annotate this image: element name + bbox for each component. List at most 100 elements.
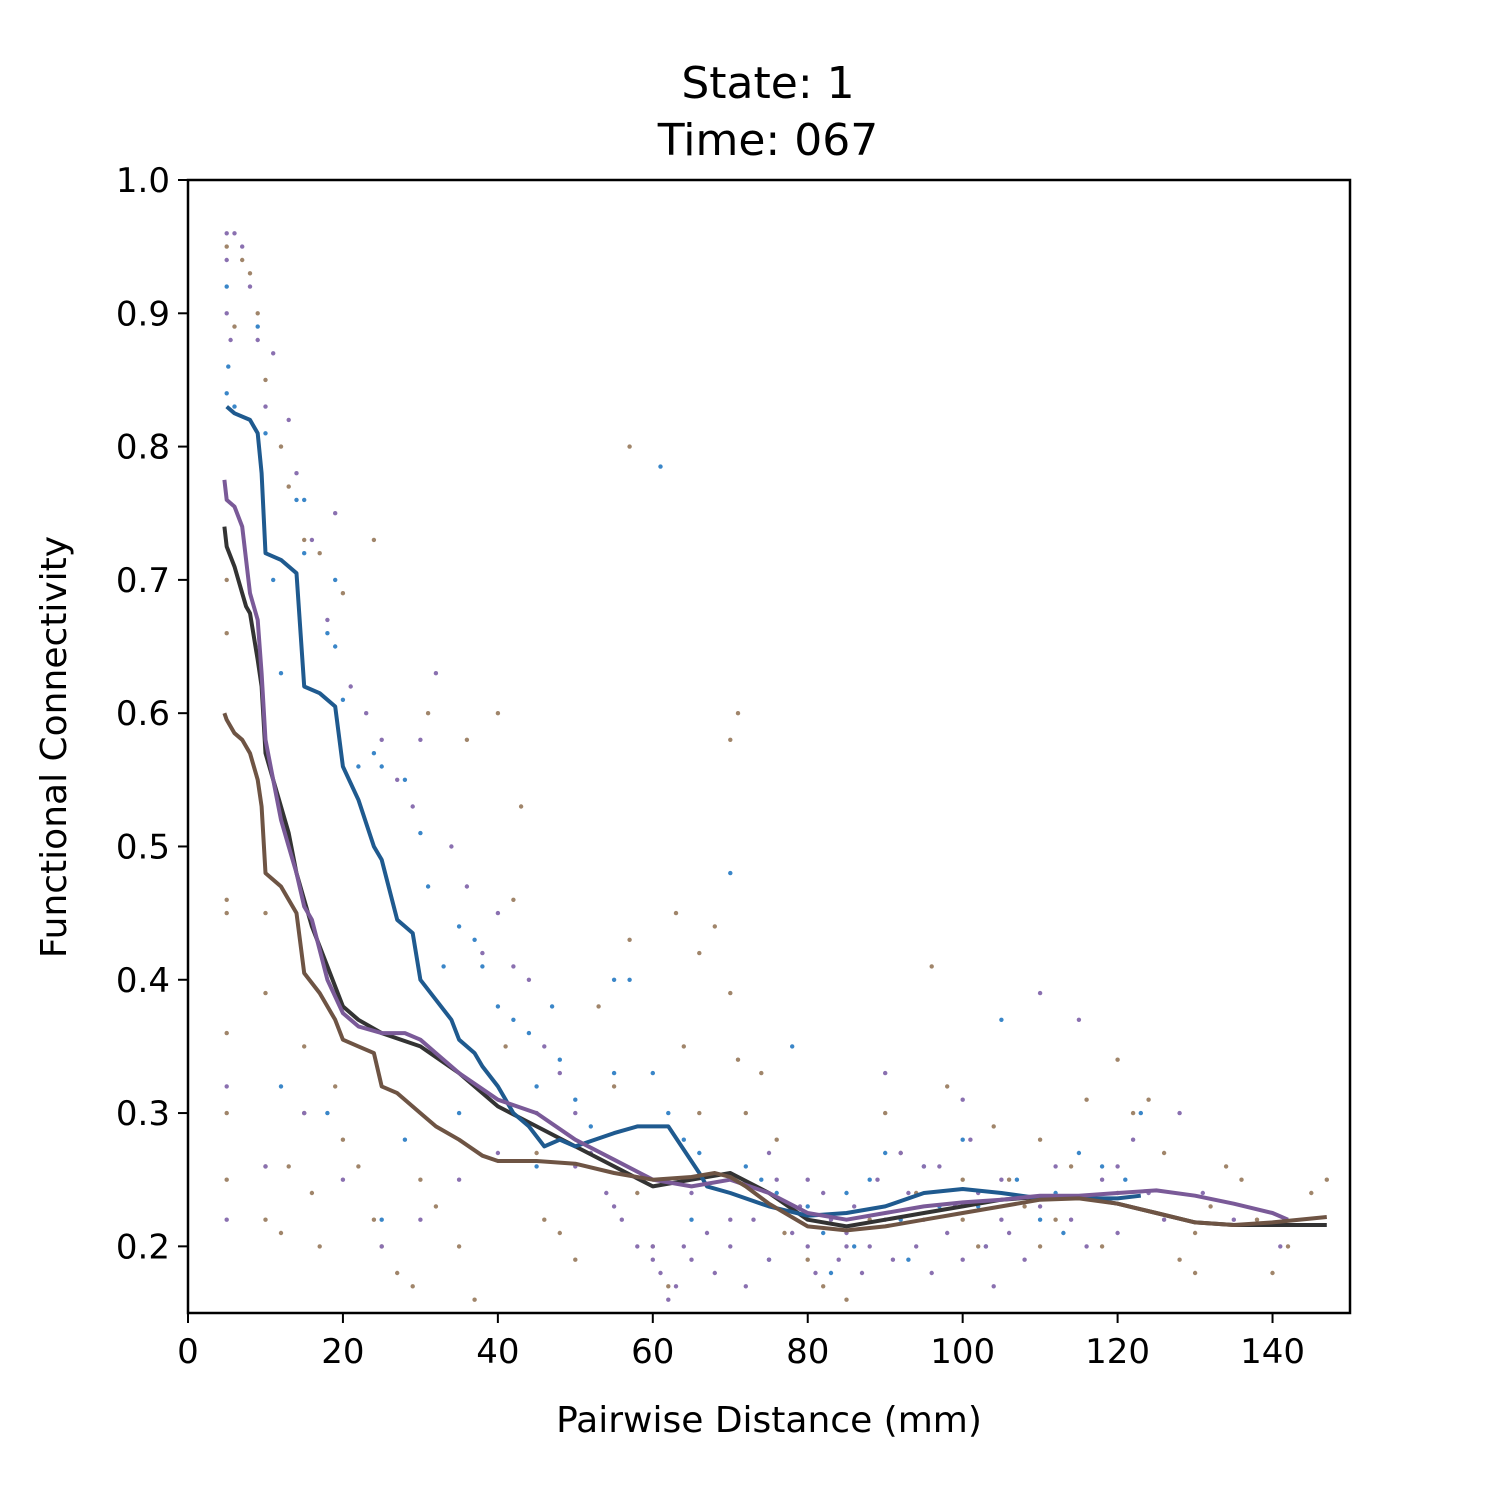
scatter-point-0-46 — [821, 1230, 826, 1236]
scatter-point-2-29 — [557, 1070, 562, 1076]
scatter-point-2-16 — [364, 711, 369, 716]
scatter-point-1-100 — [511, 897, 516, 902]
scatter-point-2-108 — [844, 1244, 849, 1249]
scatter-point-0-16 — [371, 751, 377, 756]
scatter-point-2-80 — [1068, 1217, 1074, 1222]
scatter-point-2-18 — [395, 777, 400, 782]
scatter-point-1-3 — [247, 271, 253, 276]
plot-frame — [186, 178, 1352, 1315]
scatter-point-1-16 — [224, 1110, 229, 1116]
scatter-point-1-63 — [844, 1297, 849, 1302]
scatter-point-2-24 — [480, 950, 485, 956]
scatter-point-2-2 — [224, 311, 229, 316]
scatter-point-0-62 — [1123, 1177, 1128, 1182]
scatter-point-2-20 — [418, 737, 423, 742]
scatter-point-1-36 — [433, 1204, 439, 1209]
scatter-point-2-99 — [495, 1150, 501, 1156]
scatter-point-2-92 — [224, 1084, 229, 1089]
scatter-point-2-10 — [286, 417, 291, 423]
scatter-point-1-61 — [805, 1257, 810, 1262]
scatter-point-2-43 — [728, 1244, 733, 1249]
scatter-point-2-5 — [240, 244, 245, 249]
scatter-point-2-115 — [1115, 1164, 1120, 1169]
scatter-point-2-56 — [852, 1204, 857, 1209]
y-axis-ticks: 0.2 0.3 0.4 0.5 0.6 0.7 0.8 0.9 1.0 — [116, 161, 188, 1267]
scatter-point-1-89 — [1254, 1217, 1260, 1222]
scatter-point-0-68 — [325, 1110, 330, 1116]
scatter-point-2-91 — [224, 1217, 229, 1222]
scatter-point-0-1 — [226, 364, 231, 369]
scatter-point-2-76 — [1006, 1230, 1012, 1236]
scatter-point-2-58 — [867, 1244, 872, 1249]
scatter-point-2-0 — [224, 231, 229, 236]
scatter-point-0-2 — [224, 391, 229, 396]
scatter-point-0-22 — [456, 924, 462, 929]
scatter-point-1-30 — [356, 1164, 361, 1169]
scatter-point-2-95 — [340, 1177, 346, 1182]
scatter-point-2-22 — [449, 844, 454, 849]
scatter-point-0-28 — [534, 1084, 539, 1089]
scatter-point-2-62 — [898, 1150, 903, 1156]
scatter-point-0-42 — [759, 1177, 764, 1182]
scatter-point-0-23 — [472, 937, 477, 942]
y-tick-label-8: 1.0 — [116, 161, 170, 201]
scatter-point-1-31 — [371, 1217, 377, 1222]
x-axis-label: Pairwise Distance (mm) — [556, 1400, 982, 1441]
scatter-point-2-109 — [883, 1070, 888, 1076]
scatter-point-1-81 — [1130, 1110, 1136, 1116]
scatter-point-0-9 — [302, 497, 307, 503]
scatter-point-0-67 — [379, 1217, 384, 1222]
scatter-point-1-57 — [743, 1110, 748, 1116]
scatter-point-2-11 — [294, 471, 299, 476]
scatter-point-2-94 — [302, 1110, 307, 1116]
scatter-point-2-25 — [495, 910, 501, 916]
scatter-point-0-4 — [255, 324, 260, 329]
scatter-point-2-97 — [418, 1217, 423, 1222]
scatter-point-1-95 — [735, 711, 741, 716]
scatter-point-0-29 — [549, 1004, 555, 1009]
scatter-point-1-14 — [224, 910, 229, 916]
scatter-point-0-25 — [495, 1004, 501, 1009]
scatter-point-2-104 — [689, 1190, 694, 1196]
scatter-point-2-17 — [379, 737, 384, 742]
scatter-point-2-90 — [1278, 1244, 1283, 1249]
scatter-point-2-68 — [945, 1230, 950, 1236]
scatter-point-0-63 — [1138, 1110, 1144, 1116]
scatter-point-2-27 — [526, 977, 532, 982]
scatter-point-1-53 — [697, 1110, 702, 1116]
scatter-point-0-43 — [774, 1190, 779, 1196]
scatter-point-1-35 — [418, 1177, 423, 1182]
scatter-point-1-44 — [557, 1230, 562, 1236]
scatter-point-2-15 — [348, 684, 353, 689]
scatter-point-0-64 — [534, 1164, 539, 1169]
trend-lines — [222, 405, 1327, 1233]
scatter-point-1-54 — [712, 924, 717, 929]
scatter-point-0-36 — [650, 1070, 655, 1076]
scatter-point-1-71 — [976, 1244, 981, 1249]
series-line-2 — [222, 479, 1289, 1222]
scatter-point-2-9 — [271, 351, 276, 356]
chart-title-line-1: State: 1 — [681, 58, 854, 109]
scatter-point-2-61 — [890, 1257, 896, 1262]
scatter-point-2-34 — [635, 1244, 640, 1249]
scatter-point-1-88 — [1239, 1177, 1244, 1182]
scatter-points — [224, 231, 1330, 1302]
x-axis-ticks: 0 20 40 60 80 100 120 140 — [177, 1313, 1305, 1372]
scatter-point-2-23 — [464, 884, 470, 889]
scatter-point-1-79 — [1099, 1244, 1105, 1249]
scatter-point-0-19 — [418, 830, 423, 836]
scatter-point-1-43 — [542, 1217, 547, 1222]
scatter-point-2-37 — [666, 1297, 671, 1302]
scatter-point-2-50 — [805, 1244, 810, 1249]
scatter-point-1-45 — [573, 1257, 578, 1262]
scatter-point-1-29 — [340, 1137, 346, 1142]
scatter-point-0-21 — [441, 964, 446, 969]
scatter-point-1-22 — [278, 1230, 284, 1236]
scatter-point-2-102 — [611, 1204, 617, 1209]
scatter-point-2-74 — [991, 1284, 996, 1289]
scatter-point-2-14 — [333, 511, 338, 516]
scatter-point-2-71 — [968, 1137, 973, 1142]
scatter-point-2-113 — [1037, 990, 1043, 996]
scatter-point-0-69 — [278, 1084, 284, 1089]
